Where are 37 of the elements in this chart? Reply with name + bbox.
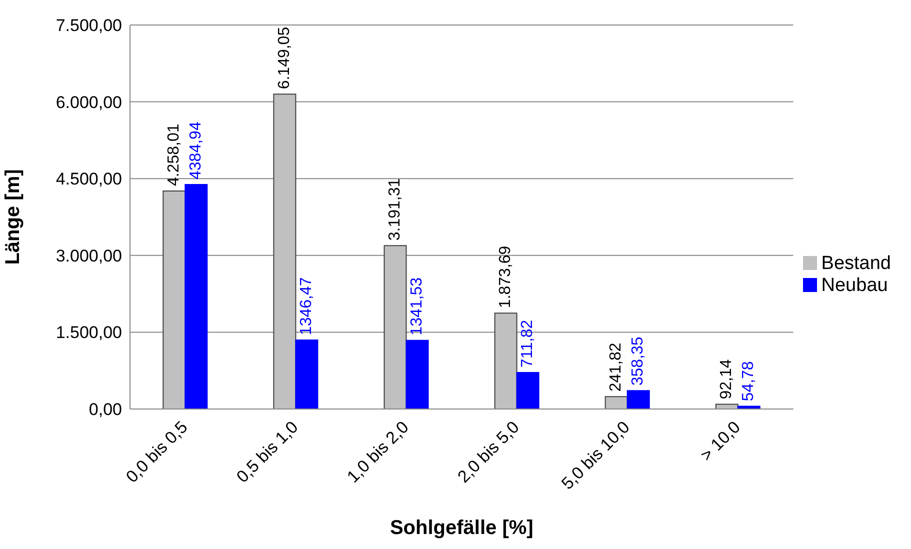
- x-tick-label: 2,0 bis 5,0: [454, 418, 523, 486]
- x-axis-title: Sohlgefälle [%]: [390, 517, 534, 539]
- y-tick-label: 0,00: [88, 400, 122, 420]
- data-label: 711,82: [519, 320, 536, 368]
- x-tick-label: 0,0 bis 0,5: [122, 418, 192, 486]
- y-tick-label: 1.500,00: [56, 323, 122, 342]
- bar: [494, 312, 518, 409]
- data-label: 1.873,69: [497, 246, 514, 308]
- data-label: 4384,94: [187, 122, 204, 180]
- y-axis-title: Länge [m]: [2, 169, 24, 265]
- bar: [295, 340, 318, 409]
- data-label: 358,35: [630, 336, 647, 386]
- data-label: 54,78: [740, 361, 758, 402]
- bar: [604, 396, 628, 409]
- bar: [737, 406, 760, 409]
- data-label: 1341,53: [408, 277, 426, 336]
- data-label: 3.191,31: [386, 178, 404, 241]
- y-tick-label: 3.000,00: [56, 246, 122, 266]
- y-tick-label: 7.500,00: [56, 16, 122, 36]
- bar: [516, 372, 540, 409]
- bar: [273, 94, 296, 409]
- x-tick-label: 0,5 bis 1,0: [232, 418, 302, 486]
- bar: [162, 190, 186, 409]
- data-label: 241,82: [608, 342, 625, 392]
- bar: [626, 390, 650, 409]
- bar: [184, 184, 208, 409]
- y-tick-label: 6.000,00: [56, 92, 122, 112]
- bar: [406, 340, 429, 409]
- bar: [384, 245, 407, 409]
- x-tick-label: 1,0 bis 2,0: [343, 418, 412, 486]
- y-tick-label: 4.500,00: [56, 170, 122, 189]
- data-label: 1346,47: [298, 277, 315, 336]
- legend-label: Bestand: [821, 252, 891, 274]
- data-label: 92,14: [718, 359, 736, 400]
- legend-label: Neubau: [821, 274, 888, 296]
- data-label: 4.258,01: [165, 124, 182, 186]
- data-label: 6.149,05: [276, 26, 293, 90]
